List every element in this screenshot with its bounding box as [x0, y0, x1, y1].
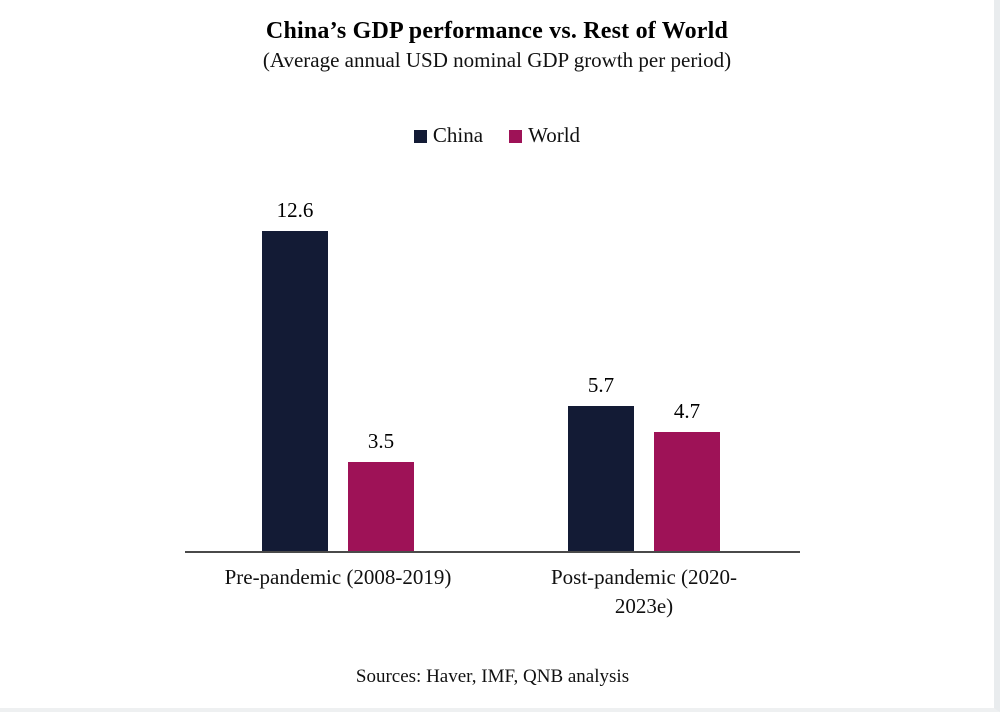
sources-note: Sources: Haver, IMF, QNB analysis — [355, 666, 630, 687]
x-axis-line — [185, 551, 800, 553]
plot-area: 12.6 3.5 Pre-pandemic (2008-2019) 5.7 4.7 Pos… — [185, 198, 800, 618]
chart-title: China’s GDP performance vs. Rest of Worl… — [265, 18, 729, 44]
legend-swatch-icon — [509, 130, 523, 143]
chart-subtitle: (Average annual USD nominal GDP growth p… — [262, 48, 732, 72]
legend-label: World — [528, 123, 581, 147]
bar-world: 4.7 — [654, 399, 720, 551]
bar-value-label: 3.5 — [367, 429, 395, 454]
bar-value-label: 4.7 — [673, 398, 701, 423]
legend-item-china: China — [413, 123, 484, 148]
bar-group: 12.6 3.5 Pre-pandemic (2008-2019) — [225, 198, 452, 589]
legend: China World — [0, 123, 994, 148]
bar-value-label: 12.6 — [276, 198, 314, 223]
category-label: Pre-pandemic (2008-2019) — [224, 565, 452, 589]
legend-swatch-icon — [413, 130, 427, 143]
bar-group: 5.7 4.7 Post-pandemic (2020-2023e) — [551, 373, 737, 618]
legend-label: China — [432, 123, 484, 147]
category-label: Post-pandemic (2020-2023e) — [550, 565, 738, 619]
bar-world: 3.5 — [348, 429, 414, 551]
legend-item-world: World — [509, 123, 580, 148]
bar-china: 5.7 — [568, 373, 634, 551]
bar-value-label: 5.7 — [587, 373, 615, 398]
bar-china: 12.6 — [262, 198, 328, 551]
